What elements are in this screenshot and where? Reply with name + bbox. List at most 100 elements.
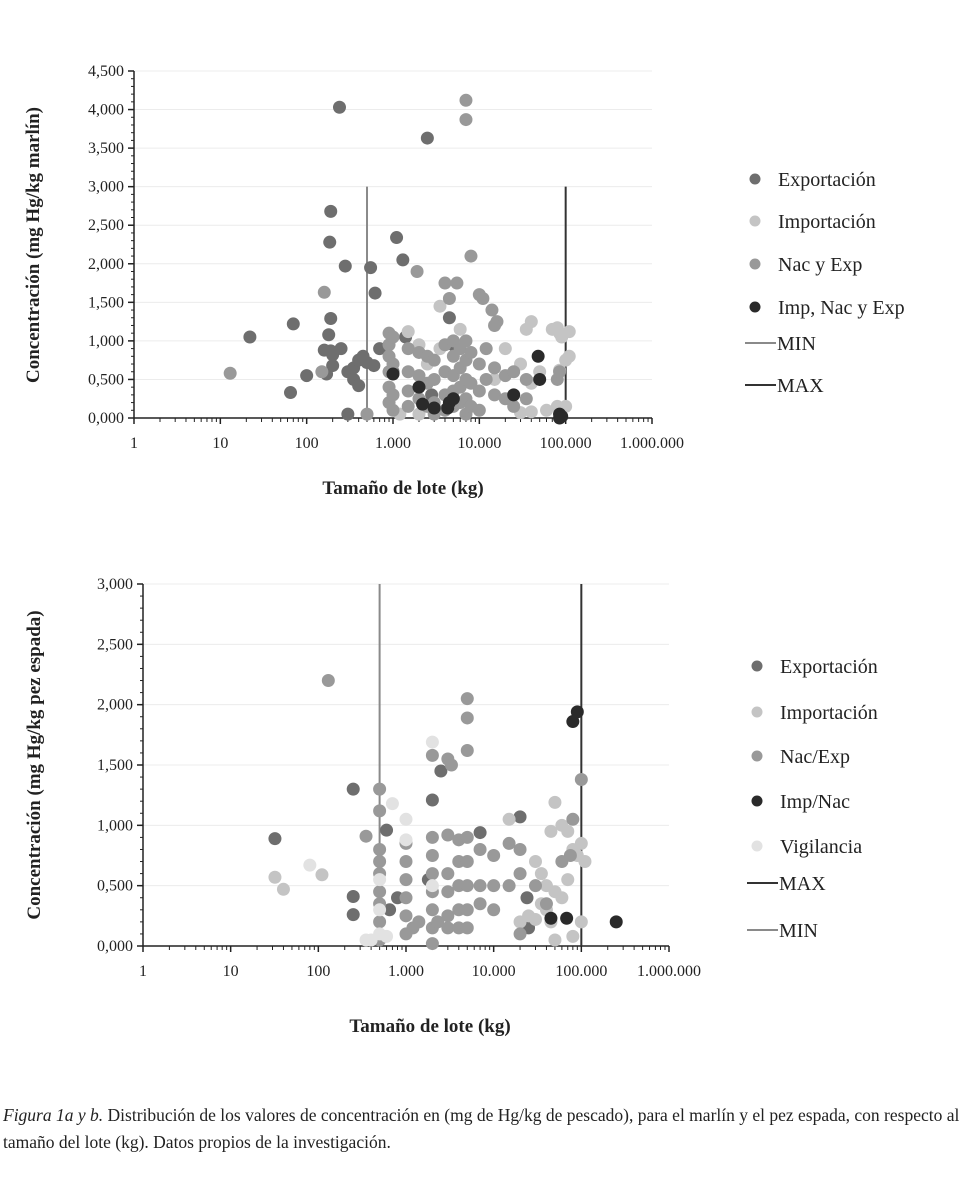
data-point: [539, 897, 553, 911]
x-tick-label: 100.000: [555, 963, 607, 980]
data-point: [380, 823, 394, 837]
data-point: [513, 927, 527, 941]
data-point: [609, 915, 623, 929]
data-point: [574, 836, 588, 850]
legend-marker: [749, 173, 761, 185]
x-tick-label: 1.000.000: [620, 435, 684, 452]
data-point: [464, 249, 478, 263]
data-point: [487, 849, 501, 862]
y-tick-label: 0,000: [97, 938, 133, 955]
data-point: [459, 334, 473, 348]
legend-marker: [751, 840, 763, 852]
data-point: [420, 131, 434, 145]
data-point: [359, 933, 373, 947]
data-point: [464, 376, 478, 390]
data-point: [479, 372, 493, 386]
data-point: [561, 824, 575, 838]
data-point: [446, 392, 460, 406]
data-point: [561, 873, 575, 887]
legend-label: MIN: [777, 333, 816, 355]
data-point: [487, 879, 501, 893]
data-point: [427, 401, 441, 415]
data-point: [562, 349, 576, 363]
data-point: [317, 343, 331, 357]
legend-marker: [749, 301, 761, 313]
data-point: [324, 312, 338, 326]
data-point: [324, 204, 338, 218]
data-point: [341, 407, 355, 421]
data-point: [434, 764, 448, 778]
data-point: [488, 318, 502, 332]
data-point: [425, 735, 439, 749]
data-point: [548, 795, 562, 809]
data-point: [438, 276, 452, 290]
data-point: [373, 782, 387, 796]
legend-marker: [749, 215, 761, 227]
data-point: [416, 397, 430, 411]
data-point: [534, 867, 548, 881]
data-point: [334, 342, 348, 356]
legend-marker: [751, 750, 763, 762]
data-point: [472, 384, 486, 398]
data-point: [352, 379, 366, 393]
data-point: [346, 908, 360, 922]
data-point: [464, 345, 478, 359]
y-tick-label: 2,500: [88, 217, 124, 234]
x-axis-label: Tamaño de lote (kg): [349, 1016, 510, 1037]
legend-label: MAX: [777, 375, 824, 397]
data-point: [410, 264, 424, 278]
data-point: [460, 903, 474, 917]
data-point: [373, 873, 387, 887]
y-tick-label: 1,500: [97, 757, 133, 774]
data-point: [566, 929, 580, 943]
data-point: [431, 915, 445, 929]
data-point: [412, 915, 426, 929]
data-point: [346, 782, 360, 796]
data-point: [513, 867, 527, 881]
data-point: [412, 380, 426, 394]
data-point: [373, 885, 387, 899]
data-point: [303, 858, 317, 872]
data-point: [401, 342, 415, 356]
data-point: [386, 357, 400, 371]
data-point: [425, 830, 439, 844]
data-point: [399, 873, 413, 887]
data-point: [555, 891, 569, 905]
data-point: [487, 903, 501, 917]
data-point: [563, 849, 577, 862]
y-tick-label: 1,500: [88, 294, 124, 311]
y-tick-label: 2,000: [88, 256, 124, 273]
caption-text: Distribución de los valores de concentra…: [3, 1105, 960, 1152]
data-point: [338, 259, 352, 273]
data-point: [425, 867, 439, 881]
data-point: [373, 842, 387, 856]
caption-label: Figura 1a y b.: [3, 1105, 104, 1125]
y-tick-label: 0,500: [97, 878, 133, 895]
x-tick-label: 1.000: [375, 435, 411, 452]
data-point: [472, 357, 486, 371]
data-point: [524, 405, 538, 419]
data-point: [427, 372, 441, 386]
data-point: [401, 399, 415, 413]
data-point: [528, 855, 542, 869]
data-point: [425, 937, 439, 951]
chart-pez-espada: Concentración (mg Hg/kg pez espada) Tama…: [24, 576, 878, 1037]
y-tick-label: 3,500: [88, 140, 124, 157]
y-tick-label: 3,000: [88, 179, 124, 196]
data-point: [553, 411, 567, 425]
legend-label: Exportación: [780, 656, 878, 678]
data-point: [441, 828, 455, 842]
x-tick-label: 100: [295, 435, 319, 452]
data-point: [433, 299, 447, 313]
data-point: [425, 793, 439, 807]
data-point: [286, 317, 300, 331]
data-point: [460, 830, 474, 844]
data-point: [401, 384, 415, 398]
data-point: [519, 392, 533, 406]
data-point: [485, 303, 499, 317]
data-point: [401, 365, 415, 379]
data-point: [570, 705, 584, 719]
data-point: [566, 715, 580, 729]
data-point: [373, 915, 387, 929]
